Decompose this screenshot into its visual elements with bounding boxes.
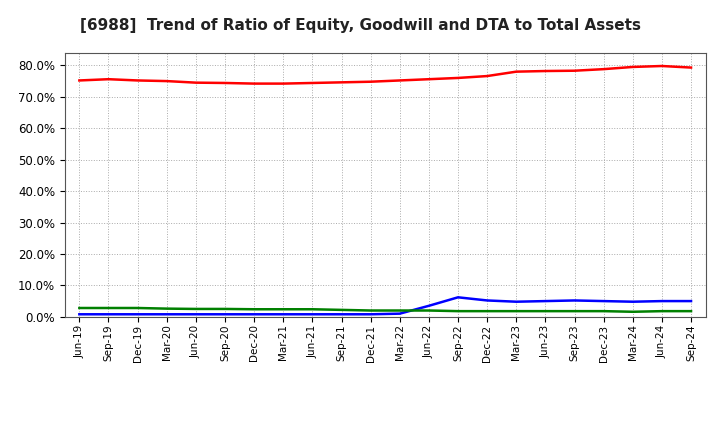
Deferred Tax Assets	[308, 307, 317, 312]
Goodwill	[366, 312, 375, 317]
Equity	[395, 78, 404, 83]
Goodwill	[512, 299, 521, 304]
Goodwill	[599, 298, 608, 304]
Equity	[308, 81, 317, 86]
Equity	[133, 78, 142, 83]
Goodwill	[337, 312, 346, 317]
Equity	[599, 66, 608, 72]
Equity	[163, 78, 171, 84]
Equity	[279, 81, 287, 86]
Equity	[250, 81, 258, 86]
Goodwill	[75, 312, 84, 317]
Deferred Tax Assets	[279, 307, 287, 312]
Goodwill	[133, 312, 142, 317]
Deferred Tax Assets	[220, 306, 229, 312]
Deferred Tax Assets	[541, 308, 550, 314]
Deferred Tax Assets	[192, 306, 200, 312]
Equity	[687, 65, 696, 70]
Equity	[366, 79, 375, 84]
Line: Deferred Tax Assets: Deferred Tax Assets	[79, 308, 691, 312]
Equity	[570, 68, 579, 73]
Deferred Tax Assets	[163, 306, 171, 311]
Deferred Tax Assets	[250, 307, 258, 312]
Goodwill	[104, 312, 113, 317]
Equity	[75, 78, 84, 83]
Goodwill	[541, 298, 550, 304]
Deferred Tax Assets	[75, 305, 84, 311]
Deferred Tax Assets	[599, 308, 608, 314]
Line: Goodwill: Goodwill	[79, 297, 691, 314]
Goodwill	[425, 303, 433, 308]
Deferred Tax Assets	[133, 305, 142, 311]
Goodwill	[483, 298, 492, 303]
Goodwill	[395, 311, 404, 316]
Equity	[425, 77, 433, 82]
Goodwill	[657, 298, 666, 304]
Deferred Tax Assets	[104, 305, 113, 311]
Goodwill	[279, 312, 287, 317]
Equity	[337, 80, 346, 85]
Goodwill	[308, 312, 317, 317]
Goodwill	[629, 299, 637, 304]
Goodwill	[192, 312, 200, 317]
Equity	[220, 81, 229, 86]
Deferred Tax Assets	[366, 308, 375, 313]
Equity	[104, 77, 113, 82]
Deferred Tax Assets	[512, 308, 521, 314]
Text: [6988]  Trend of Ratio of Equity, Goodwill and DTA to Total Assets: [6988] Trend of Ratio of Equity, Goodwil…	[79, 18, 641, 33]
Equity	[657, 63, 666, 69]
Deferred Tax Assets	[454, 308, 462, 314]
Deferred Tax Assets	[395, 308, 404, 313]
Equity	[192, 80, 200, 85]
Goodwill	[570, 298, 579, 303]
Deferred Tax Assets	[570, 308, 579, 314]
Goodwill	[454, 295, 462, 300]
Deferred Tax Assets	[629, 309, 637, 315]
Equity	[629, 64, 637, 70]
Deferred Tax Assets	[687, 308, 696, 314]
Deferred Tax Assets	[657, 308, 666, 314]
Equity	[541, 68, 550, 73]
Goodwill	[687, 298, 696, 304]
Deferred Tax Assets	[425, 308, 433, 313]
Equity	[512, 69, 521, 74]
Line: Equity: Equity	[79, 66, 691, 84]
Goodwill	[220, 312, 229, 317]
Goodwill	[163, 312, 171, 317]
Equity	[483, 73, 492, 79]
Goodwill	[250, 312, 258, 317]
Equity	[454, 75, 462, 81]
Deferred Tax Assets	[337, 307, 346, 312]
Deferred Tax Assets	[483, 308, 492, 314]
